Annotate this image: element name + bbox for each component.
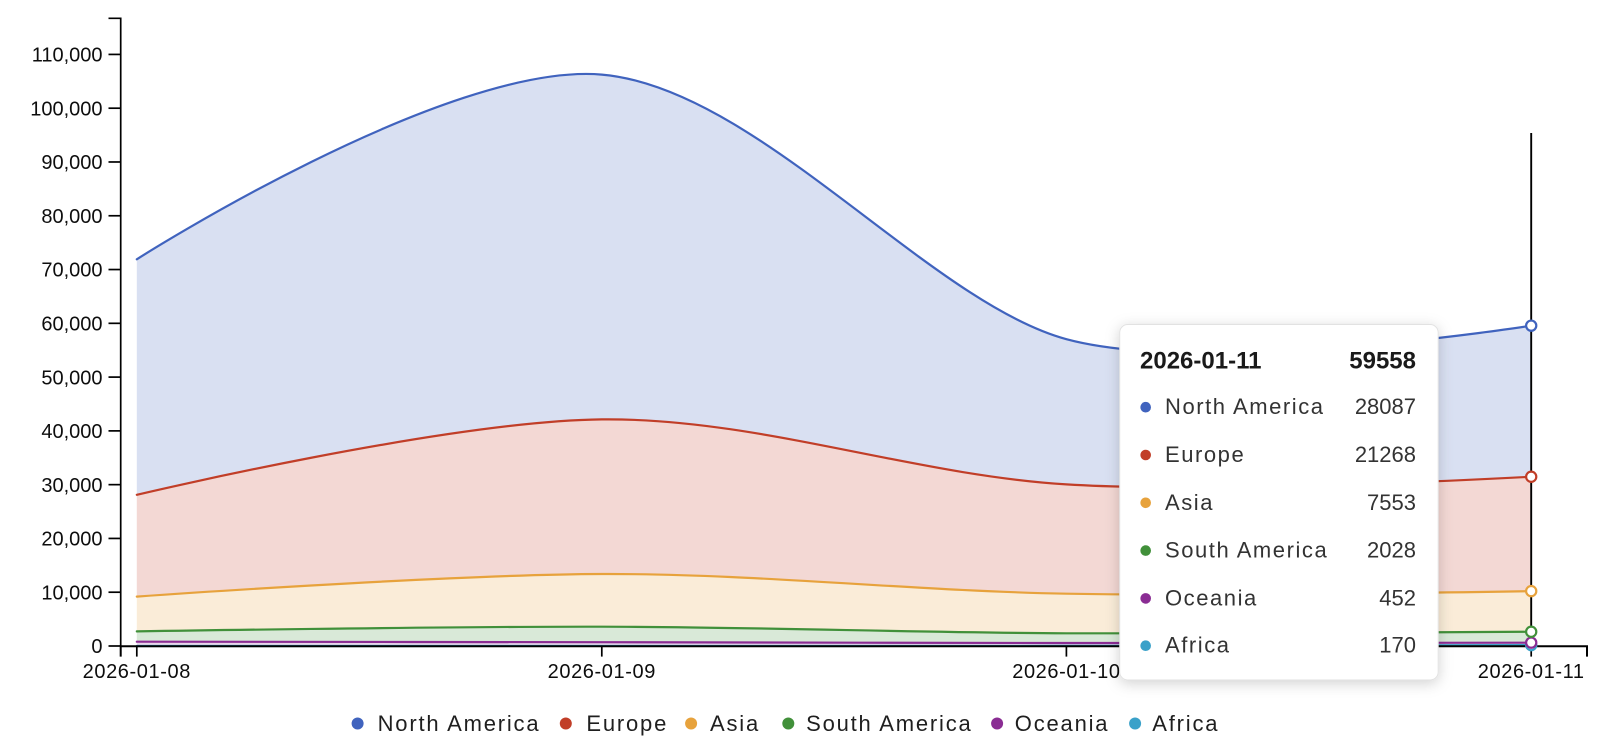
- svg-text:North America: North America: [378, 711, 541, 736]
- svg-text:110,000: 110,000: [32, 45, 103, 67]
- svg-text:80,000: 80,000: [41, 206, 102, 228]
- svg-text:59558: 59558: [1349, 348, 1416, 375]
- svg-text:South America: South America: [1165, 538, 1328, 563]
- svg-text:20,000: 20,000: [41, 529, 102, 551]
- svg-text:170: 170: [1379, 633, 1416, 658]
- svg-text:Asia: Asia: [1165, 490, 1214, 515]
- svg-text:Africa: Africa: [1152, 711, 1219, 736]
- svg-text:2026-01-11: 2026-01-11: [1140, 348, 1261, 375]
- svg-text:Oceania: Oceania: [1165, 585, 1258, 610]
- svg-text:21268: 21268: [1355, 442, 1416, 467]
- svg-text:Europe: Europe: [1165, 442, 1245, 467]
- svg-text:90,000: 90,000: [41, 152, 102, 174]
- svg-text:Europe: Europe: [586, 711, 668, 736]
- svg-text:Asia: Asia: [710, 711, 760, 736]
- svg-text:100,000: 100,000: [30, 98, 102, 120]
- svg-text:0: 0: [91, 636, 102, 658]
- svg-text:10,000: 10,000: [41, 582, 102, 604]
- svg-text:2026-01-08: 2026-01-08: [83, 661, 191, 683]
- svg-text:7553: 7553: [1367, 490, 1416, 515]
- svg-text:70,000: 70,000: [41, 260, 102, 282]
- svg-text:2026-01-11: 2026-01-11: [1478, 661, 1585, 683]
- svg-text:30,000: 30,000: [41, 475, 102, 497]
- svg-text:60,000: 60,000: [41, 314, 102, 336]
- svg-text:North America: North America: [1165, 394, 1325, 419]
- svg-text:28087: 28087: [1355, 394, 1416, 419]
- svg-text:2026-01-09: 2026-01-09: [548, 661, 656, 683]
- svg-text:Oceania: Oceania: [1015, 711, 1110, 736]
- svg-text:2028: 2028: [1367, 538, 1416, 563]
- svg-text:Africa: Africa: [1165, 633, 1231, 658]
- svg-text:2026-01-10: 2026-01-10: [1012, 661, 1120, 683]
- svg-text:40,000: 40,000: [41, 421, 102, 443]
- svg-text:452: 452: [1379, 585, 1416, 610]
- svg-text:50,000: 50,000: [41, 367, 102, 389]
- svg-text:South America: South America: [806, 711, 972, 736]
